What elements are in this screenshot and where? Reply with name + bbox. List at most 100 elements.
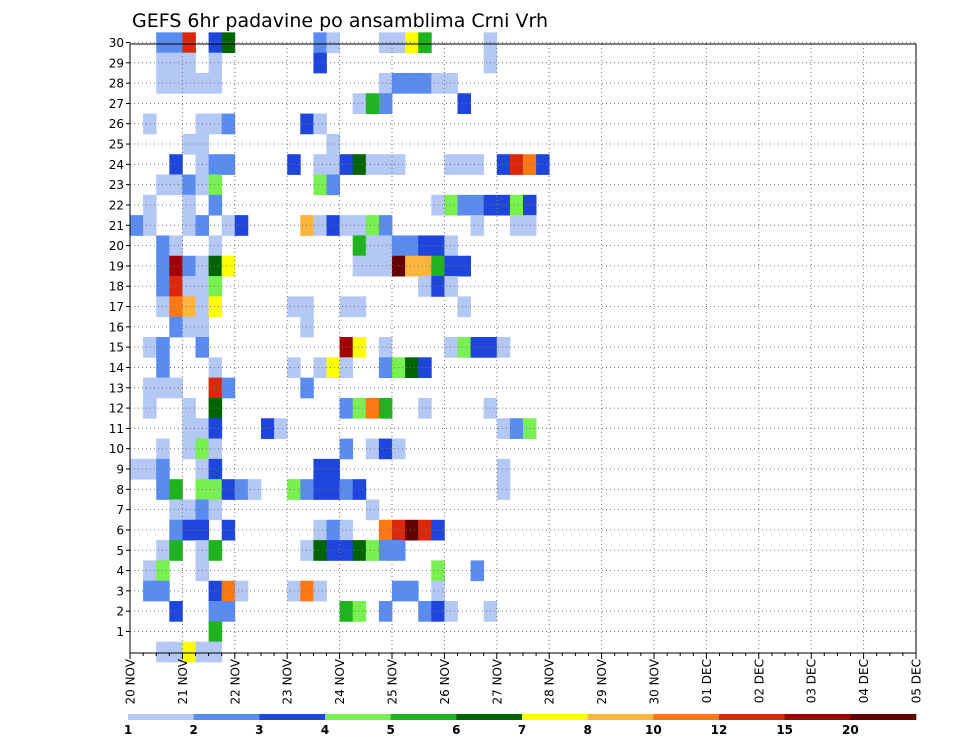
heatmap-cell xyxy=(143,580,157,602)
heatmap-cell xyxy=(169,519,183,541)
heatmap-cell xyxy=(405,72,419,94)
heatmap-cell xyxy=(169,641,183,663)
heatmap-cell xyxy=(208,174,223,196)
colorbar-label: 12 xyxy=(711,723,728,737)
heatmap-cell xyxy=(418,357,432,379)
heatmap-cell xyxy=(300,215,314,236)
heatmap-cell xyxy=(182,438,196,460)
heatmap-cell xyxy=(182,316,196,338)
y-tick-label: 23 xyxy=(109,178,124,192)
heatmap-cell xyxy=(182,276,196,297)
heatmap-cell xyxy=(208,255,223,277)
heatmap-cell xyxy=(169,174,183,196)
heatmap-cell xyxy=(182,519,196,541)
heatmap-cell xyxy=(156,641,170,663)
heatmap-cell xyxy=(352,235,367,257)
x-tick-label: 24 NOV xyxy=(333,658,347,704)
heatmap-cell xyxy=(234,215,249,236)
y-tick-label: 17 xyxy=(109,300,124,314)
heatmap-cell xyxy=(182,215,196,236)
heatmap-cell xyxy=(470,337,485,358)
colorbar-label: 1 xyxy=(124,723,132,737)
heatmap-cell xyxy=(365,499,380,521)
heatmap-cell xyxy=(523,154,537,175)
heatmap-cell xyxy=(221,519,236,541)
heatmap-cell xyxy=(300,113,314,135)
heatmap-cell xyxy=(418,72,432,94)
heatmap-cell xyxy=(313,215,327,236)
heatmap-cell xyxy=(287,479,301,500)
colorbar-label: 3 xyxy=(255,723,263,737)
x-tick-label: 28 NOV xyxy=(543,658,557,704)
heatmap-cell xyxy=(523,215,537,236)
heatmap-cell xyxy=(326,215,340,236)
x-tick-label: 20 NOV xyxy=(124,658,138,704)
heatmap-cell xyxy=(221,215,236,236)
heatmap-cell xyxy=(143,397,157,419)
heatmap-cell xyxy=(221,580,236,602)
colorbar-label: 2 xyxy=(189,723,197,737)
heatmap-cell xyxy=(208,458,223,480)
heatmap-cell xyxy=(182,133,196,155)
heatmap-cell xyxy=(313,519,327,541)
heatmap-cell xyxy=(496,337,511,358)
heatmap-cell xyxy=(457,296,471,318)
heatmap-cell xyxy=(365,154,380,175)
y-tick-label: 27 xyxy=(109,97,124,111)
heatmap-cell xyxy=(313,458,327,480)
heatmap-cell xyxy=(143,113,157,135)
heatmap-cell xyxy=(496,154,511,175)
x-tick-label: 03 DEC xyxy=(805,659,819,703)
heatmap-cell xyxy=(208,357,223,379)
heatmap-cell xyxy=(169,316,183,338)
heatmap-cell xyxy=(365,438,380,460)
heatmap-cell xyxy=(130,215,144,236)
heatmap-cell xyxy=(208,601,223,622)
heatmap-cell xyxy=(326,458,340,480)
heatmap-cell xyxy=(405,357,419,379)
heatmap-cell xyxy=(496,194,511,216)
heatmap-cell xyxy=(418,235,432,257)
colorbar-label: 20 xyxy=(842,723,859,737)
heatmap-cell xyxy=(352,479,367,500)
colorbar-swatch xyxy=(390,714,457,720)
x-tick-label: 04 DEC xyxy=(857,659,871,703)
heatmap-cell xyxy=(405,580,419,602)
heatmap-cell xyxy=(221,255,236,277)
colorbar-swatch xyxy=(128,714,194,720)
heatmap-cell xyxy=(143,194,157,216)
heatmap-cell xyxy=(208,580,223,602)
heatmap-cell xyxy=(378,72,393,94)
heatmap-cell xyxy=(208,479,223,500)
gridlines xyxy=(129,42,917,653)
colorbar-swatch xyxy=(719,714,785,720)
heatmap-cell xyxy=(313,357,327,379)
heatmap-cell xyxy=(287,296,301,318)
heatmap-cell xyxy=(365,235,380,257)
heatmap-cell xyxy=(143,215,157,236)
heatmap-cell xyxy=(470,194,485,216)
heatmap-cell xyxy=(287,357,301,379)
y-tick-label: 3 xyxy=(116,584,124,598)
y-tick-label: 30 xyxy=(109,36,124,50)
heatmap-cell xyxy=(287,580,301,602)
heatmap-cell xyxy=(169,296,183,318)
heatmap-cell xyxy=(326,133,340,155)
y-tick-label: 28 xyxy=(109,77,124,91)
heatmap-cell xyxy=(405,255,419,277)
colorbar-swatch xyxy=(587,714,654,720)
heatmap-cell xyxy=(169,32,183,54)
y-tick-label: 4 xyxy=(116,564,124,578)
heatmap-cell xyxy=(496,479,511,500)
heatmap-cell xyxy=(326,154,340,175)
heatmap-cell xyxy=(405,235,419,257)
heatmap-cell xyxy=(509,154,524,175)
heatmap-cell xyxy=(182,52,196,74)
x-tick-label: 30 NOV xyxy=(648,658,662,704)
heatmap-cell xyxy=(182,255,196,277)
heatmap-cell xyxy=(169,255,183,277)
heatmap-cell xyxy=(208,154,223,175)
heatmap-cell xyxy=(208,377,223,399)
heatmap-cell xyxy=(457,194,471,216)
